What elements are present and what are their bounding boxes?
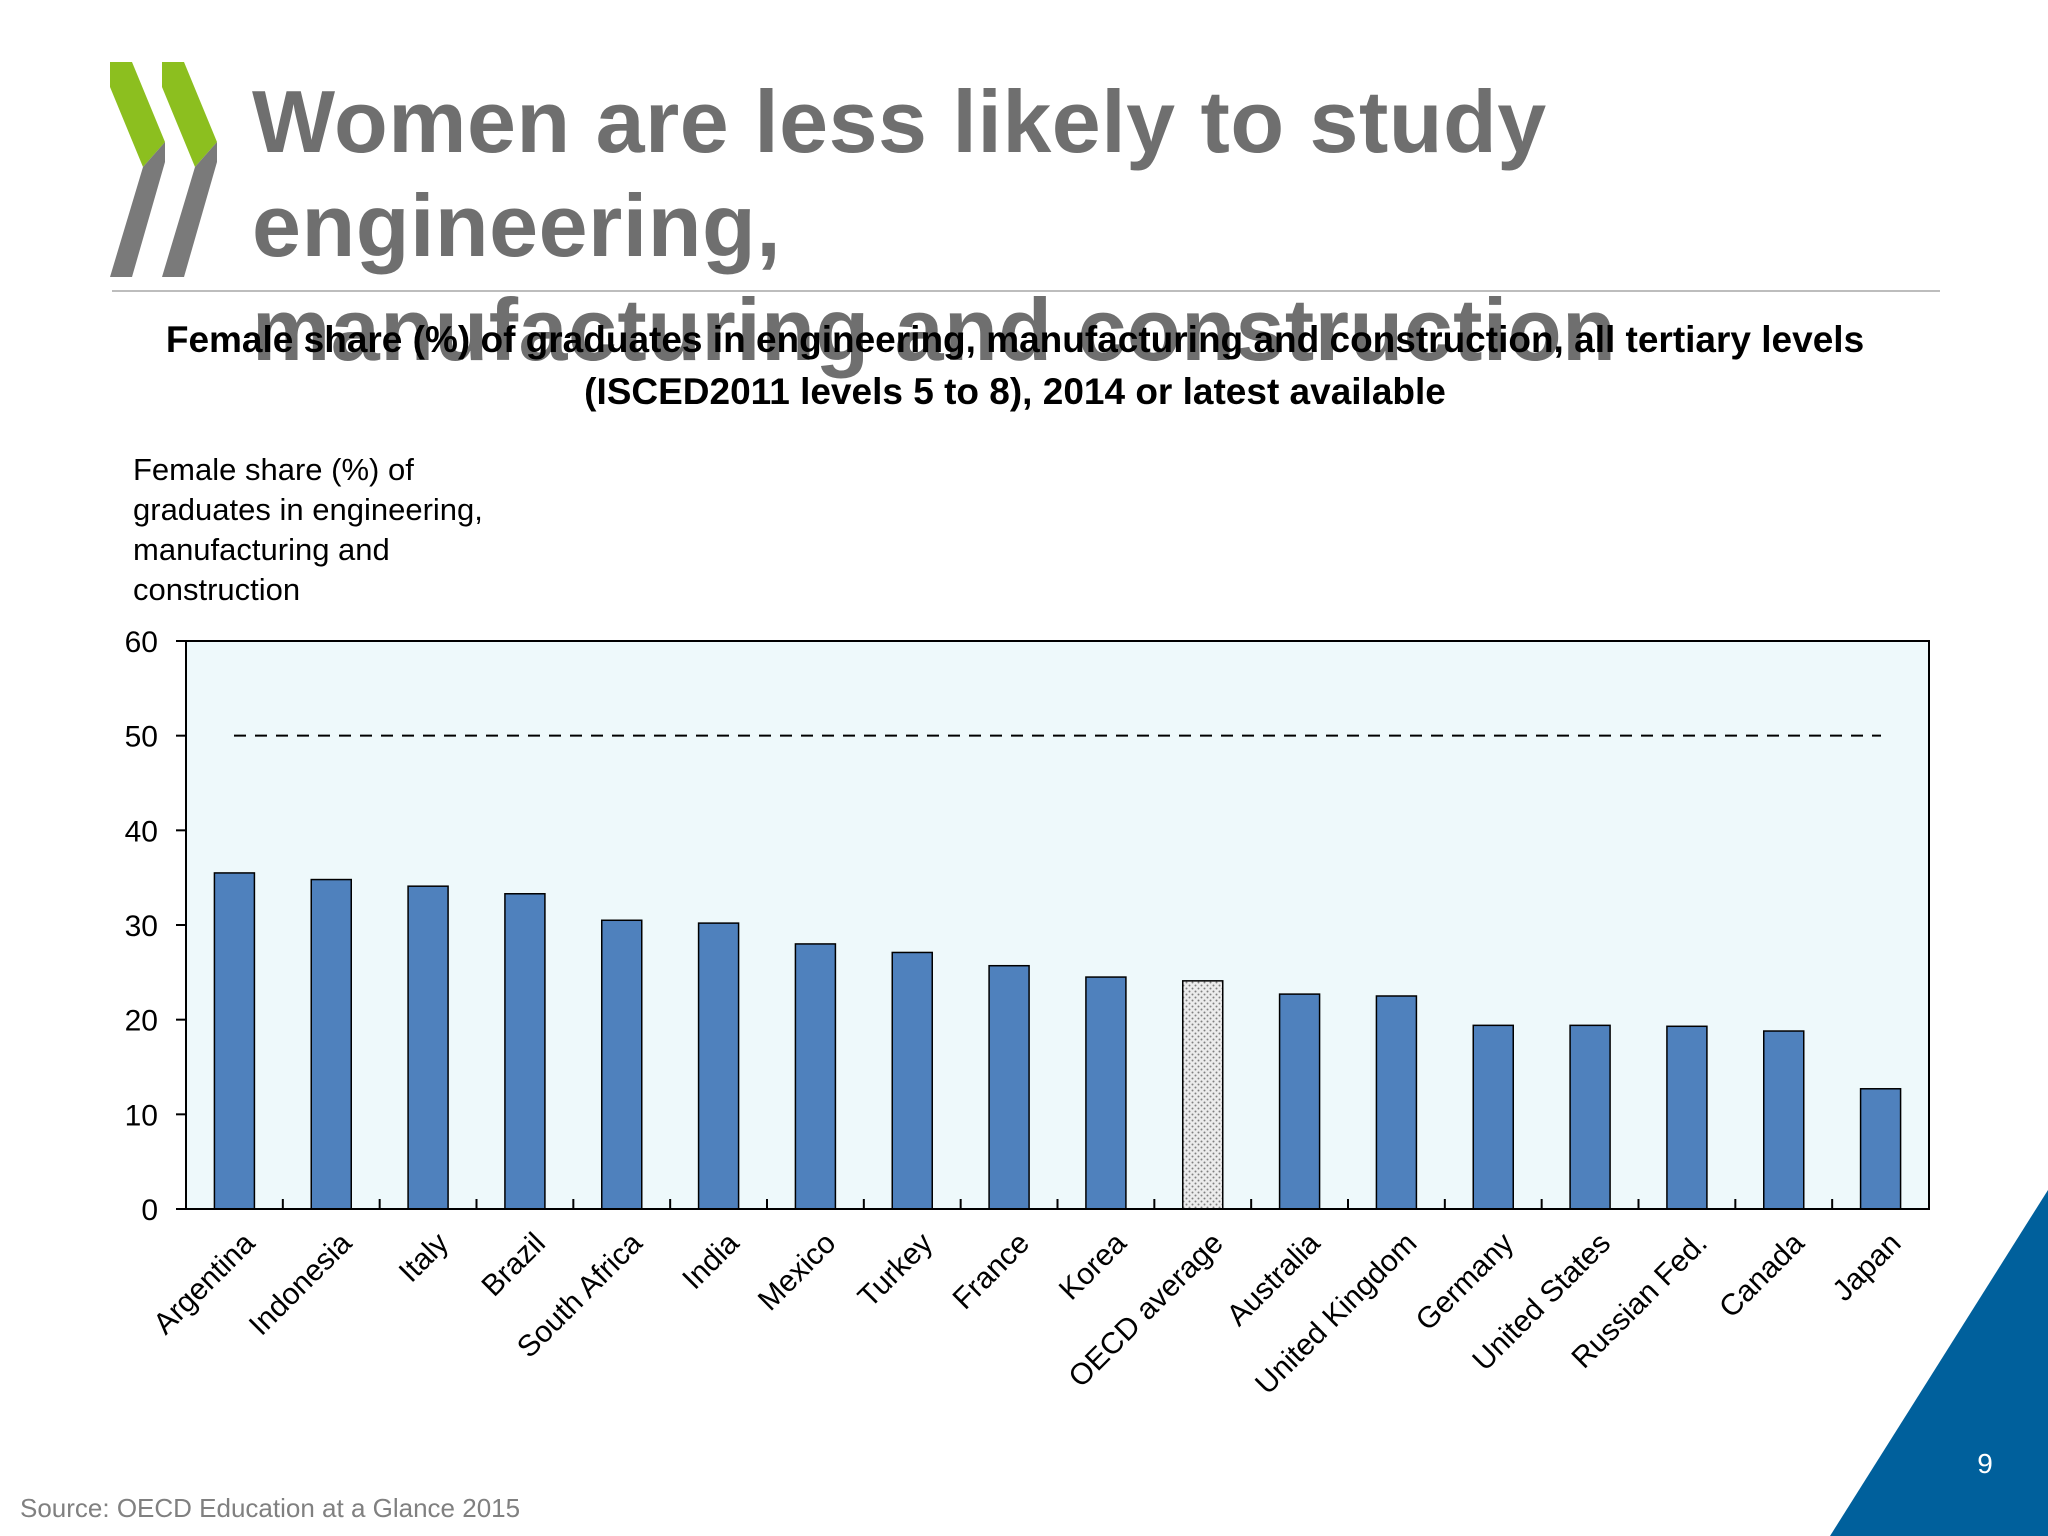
y-axis-label-line: construction (133, 572, 301, 607)
bar (310, 878, 352, 1210)
x-tick-label: Argentina (147, 1226, 261, 1340)
y-tick-label: 30 (125, 910, 158, 943)
bar (1085, 976, 1127, 1210)
slide-title-line1: Women are less likely to study engineeri… (252, 72, 1547, 275)
bar (794, 943, 837, 1210)
bar (1569, 1024, 1611, 1210)
page-number: 9 (1977, 1448, 1993, 1479)
x-tick-label: Turkey (852, 1227, 939, 1314)
x-tick-label: Italy (393, 1227, 455, 1289)
logo-chevron-grey-left (110, 142, 165, 277)
bar (988, 964, 1030, 1210)
bar (407, 885, 449, 1210)
y-tick-label: 60 (125, 626, 158, 659)
y-tick-label: 50 (125, 721, 158, 754)
bar (504, 893, 546, 1210)
title-divider (112, 290, 1940, 292)
slide-title: Women are less likely to study engineeri… (252, 70, 2042, 382)
y-tick-label: 0 (141, 1194, 158, 1227)
x-tick-label: Brazil (475, 1227, 551, 1303)
logo-chevron-grey-right (162, 142, 217, 277)
chart-title-line1: Female share (%) of graduates in enginee… (165, 319, 1865, 360)
y-axis-label: Female share (%) of graduates in enginee… (133, 450, 493, 610)
y-tick-label: 40 (125, 815, 158, 848)
bar (1859, 1088, 1902, 1210)
corner-triangle-decoration (1830, 1190, 2048, 1536)
source-note: Source: OECD Education at a Glance 2015 (20, 1493, 521, 1523)
bar (1375, 995, 1418, 1210)
y-axis-label-line: Female share (%) of (133, 452, 414, 487)
chart-title-line2: (ISCED2011 levels 5 to 8), 2014 or lates… (584, 371, 1446, 412)
bar (601, 919, 643, 1210)
bar (1472, 1024, 1514, 1210)
logo-chevron-green-left (110, 62, 165, 167)
logo-chevron-green-right (162, 62, 217, 167)
corner-triangle-shape (1830, 1190, 2048, 1536)
bar (213, 872, 256, 1210)
x-tick-label: United Kingdom (1249, 1227, 1423, 1401)
bar (1763, 1030, 1805, 1210)
x-tick-label: Canada (1713, 1226, 1811, 1324)
x-tick-label: Korea (1053, 1226, 1133, 1306)
bar (1666, 1025, 1708, 1210)
x-tick-label: India (676, 1226, 746, 1296)
bar (697, 922, 740, 1210)
bar-highlight (1182, 980, 1224, 1210)
x-tick-label: Indonesia (243, 1226, 359, 1342)
y-tick-label: 10 (125, 1099, 158, 1132)
x-tick-label: France (947, 1227, 1036, 1316)
bar (891, 951, 933, 1210)
chart-title: Female share (%) of graduates in enginee… (150, 314, 1880, 418)
bar (1278, 993, 1321, 1210)
slide-title-line2: manufacturing and construction (252, 280, 1617, 379)
y-axis-label-line: graduates in engineering, (133, 492, 483, 527)
x-tick-label: Mexico (752, 1227, 843, 1318)
oecd-logo-icon (110, 62, 217, 277)
y-axis-label-line: manufacturing and (133, 532, 390, 567)
y-tick-label: 20 (125, 1005, 158, 1038)
